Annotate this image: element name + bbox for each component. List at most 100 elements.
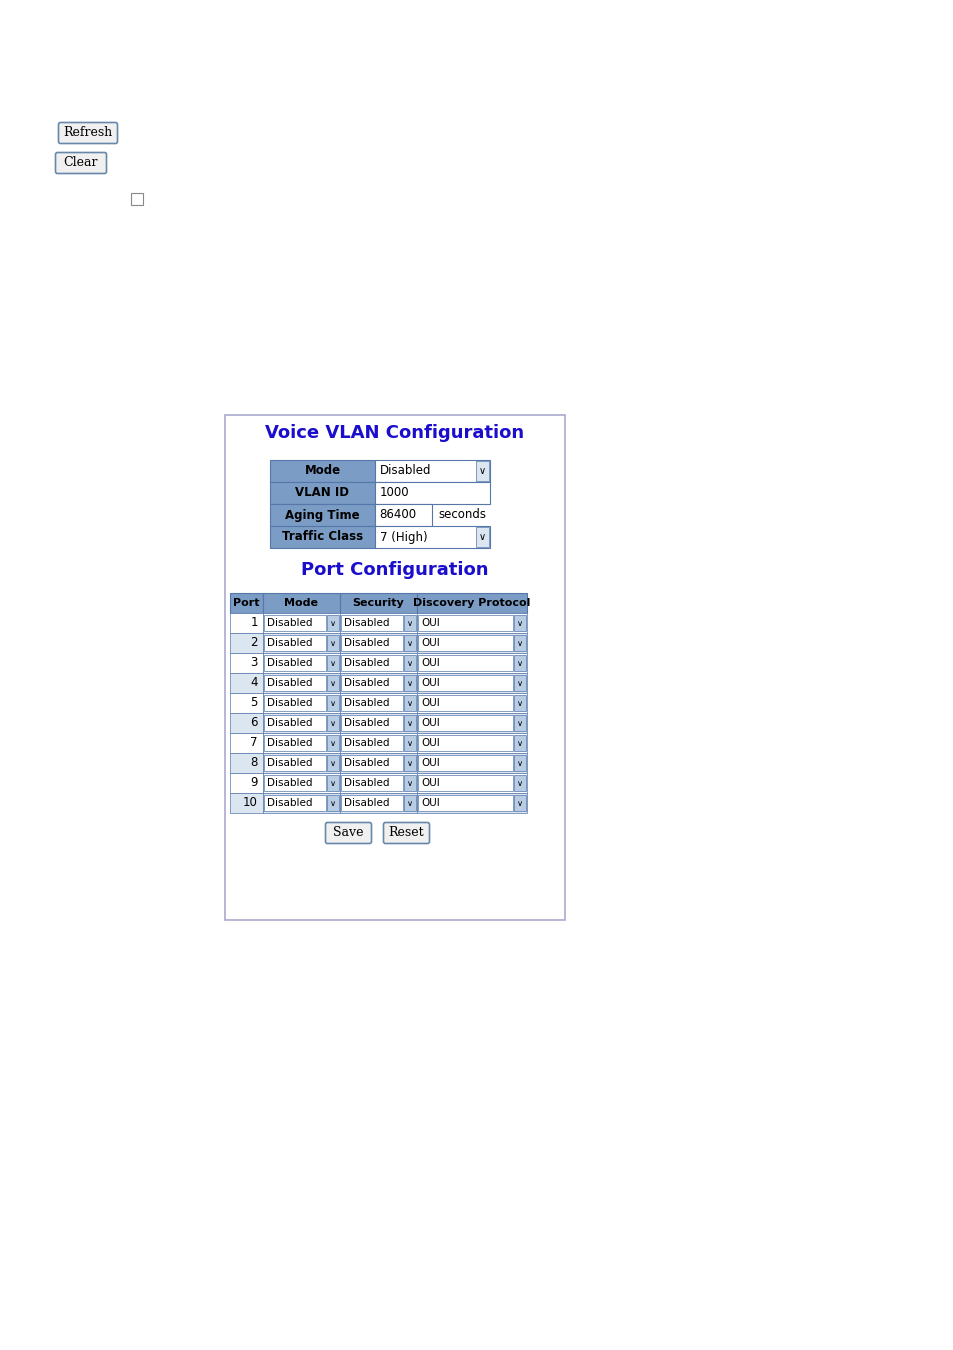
Bar <box>270 460 375 482</box>
Text: OUI: OUI <box>420 798 439 809</box>
Bar <box>339 653 416 674</box>
Text: 9: 9 <box>251 776 257 790</box>
Text: OUI: OUI <box>420 718 439 728</box>
Bar <box>514 695 525 711</box>
Bar <box>339 633 416 653</box>
Text: 10: 10 <box>243 796 257 810</box>
Text: OUI: OUI <box>420 778 439 788</box>
Bar <box>327 695 338 711</box>
Bar <box>417 616 513 630</box>
Bar <box>230 593 263 613</box>
Bar <box>340 734 402 751</box>
Text: Disabled: Disabled <box>344 618 389 628</box>
Text: 1: 1 <box>251 617 257 629</box>
Text: ∨: ∨ <box>407 659 413 667</box>
Text: ∨: ∨ <box>517 679 522 687</box>
Bar <box>264 716 326 730</box>
Bar <box>403 734 416 751</box>
Text: ∨: ∨ <box>330 759 335 768</box>
Text: Disabled: Disabled <box>344 757 389 768</box>
Bar <box>514 655 525 671</box>
FancyBboxPatch shape <box>58 123 117 143</box>
Text: ∨: ∨ <box>517 639 522 648</box>
Bar <box>264 755 326 771</box>
Bar <box>339 613 416 633</box>
Text: 6: 6 <box>251 717 257 729</box>
Bar <box>416 674 526 693</box>
Bar <box>403 795 416 811</box>
Text: Disabled: Disabled <box>344 639 389 648</box>
Bar <box>264 775 326 791</box>
Text: ∨: ∨ <box>330 718 335 728</box>
Bar <box>416 693 526 713</box>
Bar <box>375 482 490 504</box>
Text: Disabled: Disabled <box>267 657 313 668</box>
Bar <box>339 733 416 753</box>
Bar <box>340 795 402 811</box>
Text: OUI: OUI <box>420 738 439 748</box>
Bar <box>339 713 416 733</box>
Bar <box>416 653 526 674</box>
Bar <box>327 655 338 671</box>
Text: ∨: ∨ <box>330 618 335 628</box>
Text: ∨: ∨ <box>407 639 413 648</box>
Bar <box>230 613 263 633</box>
FancyBboxPatch shape <box>383 822 429 844</box>
Text: ∨: ∨ <box>330 639 335 648</box>
Bar <box>230 792 263 813</box>
Bar <box>340 616 402 630</box>
Text: Clear: Clear <box>64 157 98 170</box>
Bar <box>340 695 402 711</box>
Bar <box>340 755 402 771</box>
Bar <box>340 775 402 791</box>
Bar <box>339 674 416 693</box>
Bar <box>264 616 326 630</box>
Text: Disabled: Disabled <box>344 798 389 809</box>
Text: ∨: ∨ <box>330 698 335 707</box>
Text: Port Configuration: Port Configuration <box>301 562 488 579</box>
Text: ∨: ∨ <box>407 679 413 687</box>
Bar <box>230 633 263 653</box>
Text: OUI: OUI <box>420 698 439 707</box>
Bar <box>514 634 525 651</box>
Text: ∨: ∨ <box>407 738 413 748</box>
Bar <box>327 755 338 771</box>
Text: Disabled: Disabled <box>267 757 313 768</box>
Bar <box>263 653 339 674</box>
Text: 3: 3 <box>251 656 257 670</box>
Bar <box>270 504 375 526</box>
Bar <box>339 792 416 813</box>
Bar <box>340 675 402 691</box>
FancyBboxPatch shape <box>325 822 371 844</box>
Bar <box>514 755 525 771</box>
Text: ∨: ∨ <box>330 659 335 667</box>
Text: 7 (High): 7 (High) <box>379 531 427 544</box>
Bar <box>417 675 513 691</box>
Text: ∨: ∨ <box>517 698 522 707</box>
Text: ∨: ∨ <box>330 738 335 748</box>
Text: ∨: ∨ <box>407 759 413 768</box>
Text: 2: 2 <box>251 636 257 649</box>
Text: Save: Save <box>333 826 363 840</box>
Text: ∨: ∨ <box>478 532 485 541</box>
Text: Disabled: Disabled <box>267 738 313 748</box>
Bar <box>264 795 326 811</box>
Bar <box>416 792 526 813</box>
Bar <box>263 693 339 713</box>
Bar <box>263 613 339 633</box>
Bar <box>416 753 526 774</box>
Bar <box>263 633 339 653</box>
Text: ∨: ∨ <box>330 679 335 687</box>
Text: Traffic Class: Traffic Class <box>282 531 363 544</box>
Bar <box>476 460 489 481</box>
Text: ∨: ∨ <box>517 718 522 728</box>
Bar <box>375 504 432 526</box>
Bar <box>514 795 525 811</box>
Bar <box>264 655 326 671</box>
Text: Disabled: Disabled <box>344 678 389 688</box>
Text: ∨: ∨ <box>407 779 413 787</box>
Bar <box>230 653 263 674</box>
Bar <box>417 716 513 730</box>
Text: Disabled: Disabled <box>267 678 313 688</box>
Bar <box>375 460 490 482</box>
